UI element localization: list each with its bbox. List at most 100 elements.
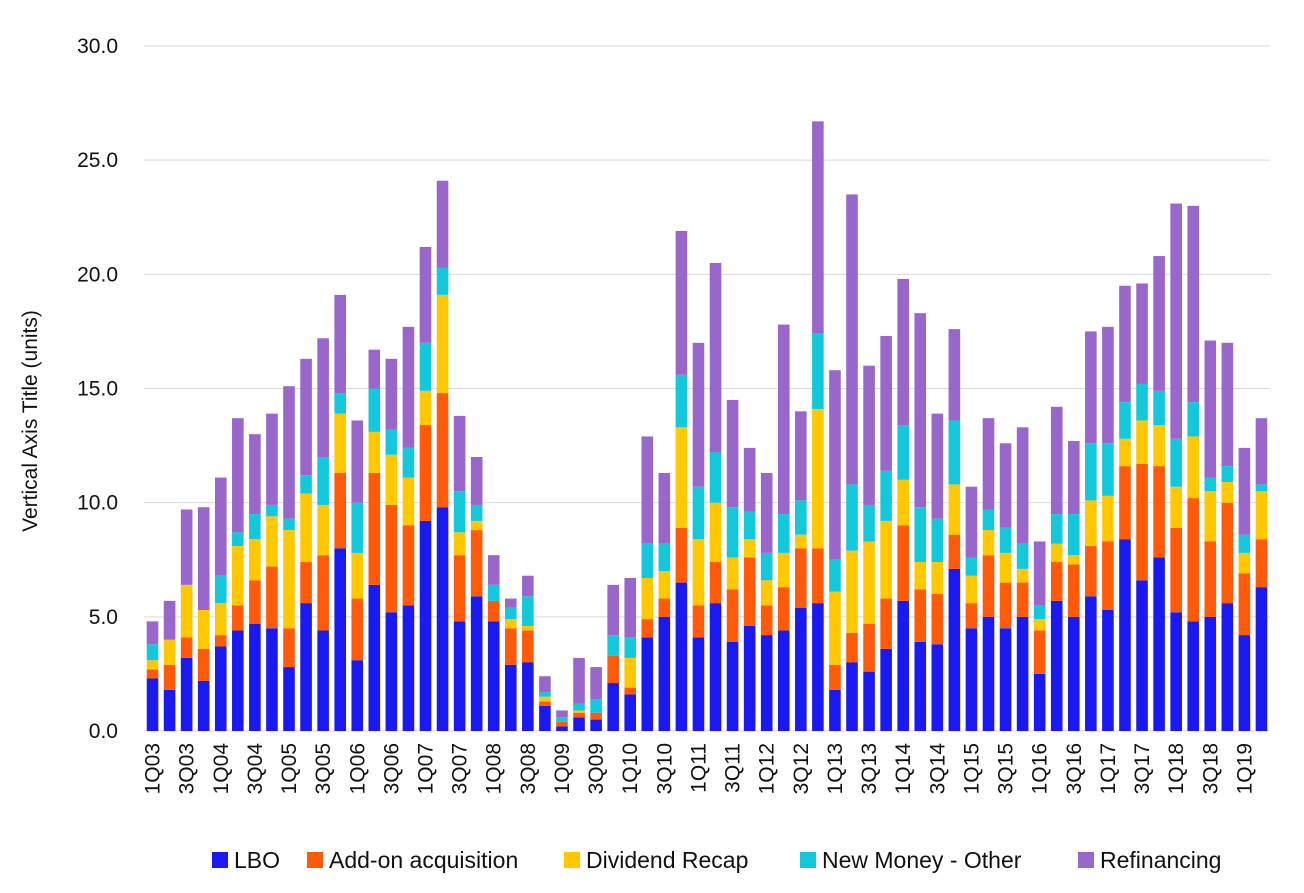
bar-segment-refinancing-2q03 (163, 600, 176, 640)
bar-segment-lbo-4q10 (675, 582, 688, 731)
bar-segment-refinancing-2q16 (1050, 406, 1063, 515)
bar-segment-lbo-1q06 (351, 660, 364, 731)
bar-segment-refinancing-4q15 (1016, 427, 1029, 544)
bar-segment-dividend-recap-3q04 (249, 539, 261, 581)
bar-segment-dividend-recap-4q13 (880, 520, 892, 599)
bar-segment-dividend-recap-4q07 (470, 520, 483, 531)
bar-segment-new-money-other-2q09 (573, 703, 585, 711)
bar-segment-new-money-other-2q12 (777, 514, 790, 553)
bar-segment-add-on-acquisition-4q12 (812, 548, 824, 604)
bar-segment-dividend-recap-4q08 (539, 696, 551, 702)
bar-segment-refinancing-2q05 (300, 358, 312, 476)
bar-segment-dividend-recap-3q08 (522, 625, 534, 631)
x-tick-label: 3Q13 (858, 743, 881, 794)
bar-segment-add-on-acquisition-3q10 (658, 598, 671, 617)
bar-segment-lbo-3q04 (249, 623, 261, 731)
bar-segment-new-money-other-1q09 (556, 717, 568, 722)
bar-segment-lbo-2q12 (777, 630, 790, 731)
bar-segment-add-on-acquisition-2q15 (982, 555, 995, 617)
bar-segment-new-money-other-1q17 (1102, 443, 1114, 496)
bar-segment-add-on-acquisition-4q07 (470, 530, 483, 597)
bar-segment-dividend-recap-3q03 (180, 584, 193, 638)
bar-segment-new-money-other-1q03 (146, 644, 159, 661)
bar-segment-lbo-4q15 (1016, 616, 1029, 731)
bar-segment-refinancing-1q18 (1170, 203, 1182, 439)
bar-segment-add-on-acquisition-1q14 (897, 525, 909, 601)
bar-segment-refinancing-3q12 (795, 411, 807, 501)
legend-label: New Money - Other (822, 847, 1022, 873)
bar-segment-dividend-recap-4q10 (675, 427, 688, 528)
bar-segment-dividend-recap-4q03 (197, 609, 210, 649)
bar-segment-refinancing-4q17 (1153, 256, 1165, 391)
bar-segment-dividend-recap-2q10 (641, 578, 654, 620)
bar-segment-dividend-recap-1q15 (965, 575, 978, 604)
bar-segment-refinancing-1q07 (419, 246, 432, 343)
bar-segment-lbo-4q04 (266, 628, 278, 731)
bar-segment-lbo-3q12 (795, 607, 807, 731)
bar-segment-new-money-other-1q18 (1170, 438, 1182, 487)
y-tick-label: 25.0 (77, 149, 118, 172)
bar-segment-add-on-acquisition-1q09 (556, 721, 568, 727)
bar-segment-lbo-3q11 (726, 641, 739, 731)
bar-segment-new-money-other-3q10 (658, 543, 671, 572)
y-axis-title: Vertical Axis Title (units) (19, 310, 42, 532)
bar-segment-new-money-other-2q10 (641, 543, 654, 579)
x-tick-label: 3Q09 (585, 743, 608, 794)
bar-segment-new-money-other-1q05 (283, 518, 295, 531)
bar-segment-refinancing-1q10 (624, 578, 637, 638)
bar-segment-new-money-other-3q14 (931, 518, 944, 563)
bar-segment-refinancing-4q07 (470, 457, 483, 505)
bar-segment-new-money-other-4q07 (470, 504, 483, 521)
gridlines (144, 45, 1270, 732)
bar-segment-refinancing-2q18 (1187, 205, 1200, 403)
bar-segment-dividend-recap-1q07 (419, 390, 432, 426)
bar-segment-add-on-acquisition-2q13 (846, 632, 858, 663)
bar-segment-new-money-other-3q05 (317, 457, 329, 505)
bar-segment-new-money-other-3q04 (249, 514, 261, 540)
bar-segment-refinancing-2q07 (436, 180, 449, 268)
bar-segment-dividend-recap-2q17 (1119, 438, 1131, 467)
legend-label: Dividend Recap (586, 847, 748, 873)
bar-segment-lbo-4q05 (334, 548, 346, 731)
bar-segment-lbo-1q07 (419, 520, 432, 731)
bar-segment-add-on-acquisition-3q07 (453, 555, 466, 622)
bar-segment-add-on-acquisition-3q13 (863, 623, 875, 672)
bar-segment-add-on-acquisition-3q16 (1068, 564, 1080, 617)
legend-swatch (564, 852, 580, 868)
bar-segment-refinancing-1q19 (1238, 447, 1251, 535)
y-tick-label: 10.0 (77, 492, 118, 515)
bar-segment-lbo-4q17 (1153, 557, 1165, 731)
bar-segment-lbo-3q03 (180, 657, 193, 731)
bar-segment-lbo-3q16 (1068, 616, 1080, 731)
x-tick-label: 1Q09 (551, 743, 574, 794)
bar-segment-lbo-1q04 (214, 646, 227, 731)
x-tick-label: 1Q04 (210, 743, 233, 795)
bar-segment-dividend-recap-4q16 (1085, 500, 1097, 547)
bar-segment-dividend-recap-2q15 (982, 530, 995, 556)
bar-segment-lbo-2q15 (982, 616, 995, 731)
x-tick-label: 1Q03 (142, 743, 165, 794)
bar-segment-add-on-acquisition-4q11 (743, 557, 756, 626)
bar-segment-lbo-1q18 (1170, 612, 1182, 731)
bar-segment-add-on-acquisition-2q03 (163, 664, 176, 690)
bar-segment-dividend-recap-3q17 (1136, 420, 1148, 464)
x-tick-label: 1Q17 (1097, 743, 1120, 794)
x-tick-label: 3Q04 (244, 743, 267, 795)
legend-label: LBO (234, 847, 280, 873)
bar-segment-refinancing-3q06 (385, 358, 398, 430)
bar-segment-lbo-1q14 (897, 600, 909, 731)
bar-segment-refinancing-3q05 (317, 338, 329, 457)
bar-segment-lbo-4q08 (539, 705, 551, 731)
bar-segment-refinancing-3q10 (658, 472, 671, 544)
bar-segment-lbo-2q13 (846, 662, 858, 731)
x-tick-label: 1Q14 (892, 743, 915, 795)
x-tick-label: 3Q12 (790, 743, 813, 794)
bar-segment-lbo-4q14 (948, 568, 961, 731)
bar-segment-lbo-3q14 (931, 644, 944, 731)
x-tick-label: 3Q17 (1131, 743, 1154, 794)
bar-segment-refinancing-4q18 (1221, 342, 1234, 467)
bar-segment-new-money-other-4q05 (334, 393, 346, 414)
bar-segment-refinancing-1q16 (1033, 541, 1046, 606)
bar-segment-lbo-4q03 (197, 680, 210, 731)
bar-segment-refinancing-4q06 (402, 326, 415, 448)
